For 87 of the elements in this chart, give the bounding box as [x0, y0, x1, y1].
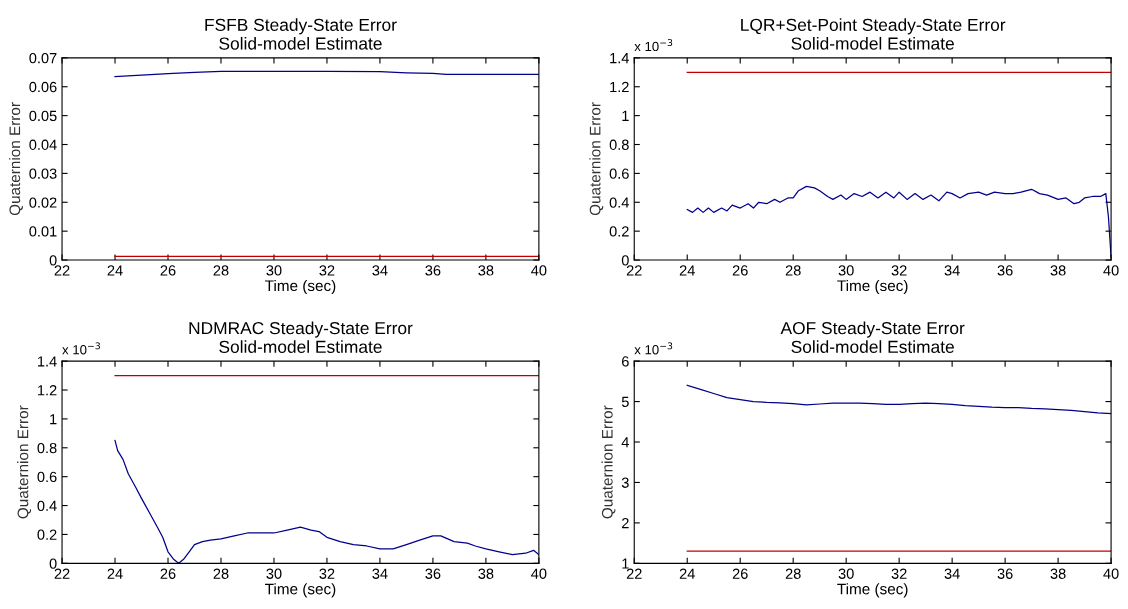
line-series: [114, 439, 539, 564]
x-tick-label: 32: [891, 265, 907, 276]
x-tick-label: 24: [107, 568, 123, 579]
x-tick-label: 36: [425, 265, 441, 276]
x-tick-label: 34: [944, 265, 960, 276]
x-tick-label: 40: [531, 568, 547, 579]
y-tick-label: 4: [621, 437, 629, 448]
x-tick-label: 32: [891, 568, 907, 579]
y-axis-title: Quaternion Error: [589, 102, 604, 216]
chart-title: AOF Steady-State Error Solid-model Estimate: [780, 321, 965, 353]
y-tick-label: 1.2: [38, 385, 57, 396]
chart-title: LQR+Set-Point Steady-State Error Solid-model Estimate: [741, 18, 1006, 50]
x-tick-label: 38: [478, 265, 494, 276]
y-tick-label: 0.2: [609, 226, 629, 237]
x-tick-label: 26: [160, 265, 176, 276]
x-tick-label: 30: [266, 265, 282, 276]
y-axis-title: Quaternion Error: [601, 405, 616, 519]
x-tick-label: 24: [107, 265, 123, 276]
y-axis-title: Quaternion Error: [17, 405, 32, 519]
line-series: [686, 384, 1112, 415]
y-tick-label: 0.07: [29, 52, 57, 64]
x-tick-label: 22: [54, 568, 70, 579]
x-tick-label: 22: [54, 265, 70, 276]
x-tick-label: 24: [679, 265, 695, 276]
x-tick-label: 24: [679, 568, 695, 579]
x-tick-label: 38: [1050, 265, 1066, 276]
text: x 10$^{−3}$: [634, 39, 673, 52]
y-tick-label: 0.6: [37, 471, 57, 483]
y-tick-label: 0.8: [609, 139, 629, 150]
x-tick-label: 30: [838, 265, 854, 276]
y-tick-label: 1: [622, 110, 629, 121]
x-tick-label: 26: [732, 568, 748, 579]
x-tick-label: 30: [266, 568, 282, 579]
y-tick-label: 1.4: [610, 53, 629, 64]
y-tick-label: 0.04: [29, 139, 57, 150]
x-tick-label: 30: [838, 568, 854, 579]
x-tick-label: 36: [425, 568, 441, 579]
chart-title: FSFB Steady-State Error Solid-model Estimate: [205, 18, 397, 50]
x-axis-title: Time (sec): [837, 583, 908, 598]
x-tick-label: 40: [531, 265, 547, 276]
y-tick-label: 0.01: [29, 226, 57, 237]
x-tick-label: 34: [944, 568, 960, 579]
x-tick-label: 28: [213, 568, 229, 579]
chart-title: NDMRAC Steady-State Error Solid-model Estimate: [189, 321, 413, 353]
text: x 10$^{−3}$: [62, 342, 100, 355]
x-tick-label: 38: [1050, 568, 1066, 579]
x-tick-label: 34: [372, 568, 388, 579]
y-tick-label: 0: [49, 558, 57, 569]
y-tick-label: 1: [622, 558, 629, 569]
x-axis-title: Time (sec): [265, 583, 336, 598]
y-tick-label: 0.03: [29, 168, 57, 179]
y-tick-label: 0.4: [37, 500, 57, 511]
y-tick-label: 0.2: [37, 529, 57, 540]
y-tick-label: 0.8: [37, 442, 57, 454]
x-tick-label: 26: [732, 265, 748, 276]
x-tick-label: 34: [372, 265, 388, 276]
x-tick-label: 40: [1103, 568, 1119, 579]
y-tick-label: 5: [621, 396, 629, 407]
x-tick-label: 40: [1103, 265, 1119, 276]
x-tick-label: 36: [997, 568, 1013, 579]
x-tick-label: 28: [785, 265, 801, 276]
x-tick-label: 26: [160, 568, 176, 579]
x-tick-label: 32: [319, 568, 335, 579]
x-tick-label: 36: [997, 265, 1013, 276]
y-tick-label: 2: [622, 517, 629, 529]
x-tick-label: 22: [626, 568, 642, 579]
y-axis-title: Quaternion Error: [9, 102, 23, 216]
text: x 10$^{−3}$: [634, 342, 673, 355]
x-tick-label: 22: [626, 265, 642, 276]
y-tick-label: 6: [622, 356, 629, 367]
y-tick-label: 0.06: [29, 81, 57, 93]
x-tick-label: 28: [213, 265, 229, 276]
y-tick-label: 1.2: [610, 81, 629, 93]
y-tick-label: 0: [621, 255, 629, 266]
y-tick-label: 3: [621, 477, 629, 488]
y-tick-label: 1: [50, 414, 57, 425]
x-tick-label: 38: [478, 568, 494, 579]
x-axis-title: Time (sec): [837, 279, 908, 295]
y-tick-label: 1.4: [38, 356, 57, 367]
x-axis-title: Time (sec): [265, 279, 336, 295]
x-tick-label: 28: [785, 568, 801, 579]
y-tick-label: 0.05: [29, 110, 57, 122]
y-tick-label: 0.6: [609, 168, 629, 179]
y-tick-label: 0.02: [29, 197, 57, 208]
y-tick-label: 0.4: [609, 197, 629, 208]
y-tick-label: 0: [49, 255, 57, 266]
x-tick-label: 32: [319, 265, 335, 276]
